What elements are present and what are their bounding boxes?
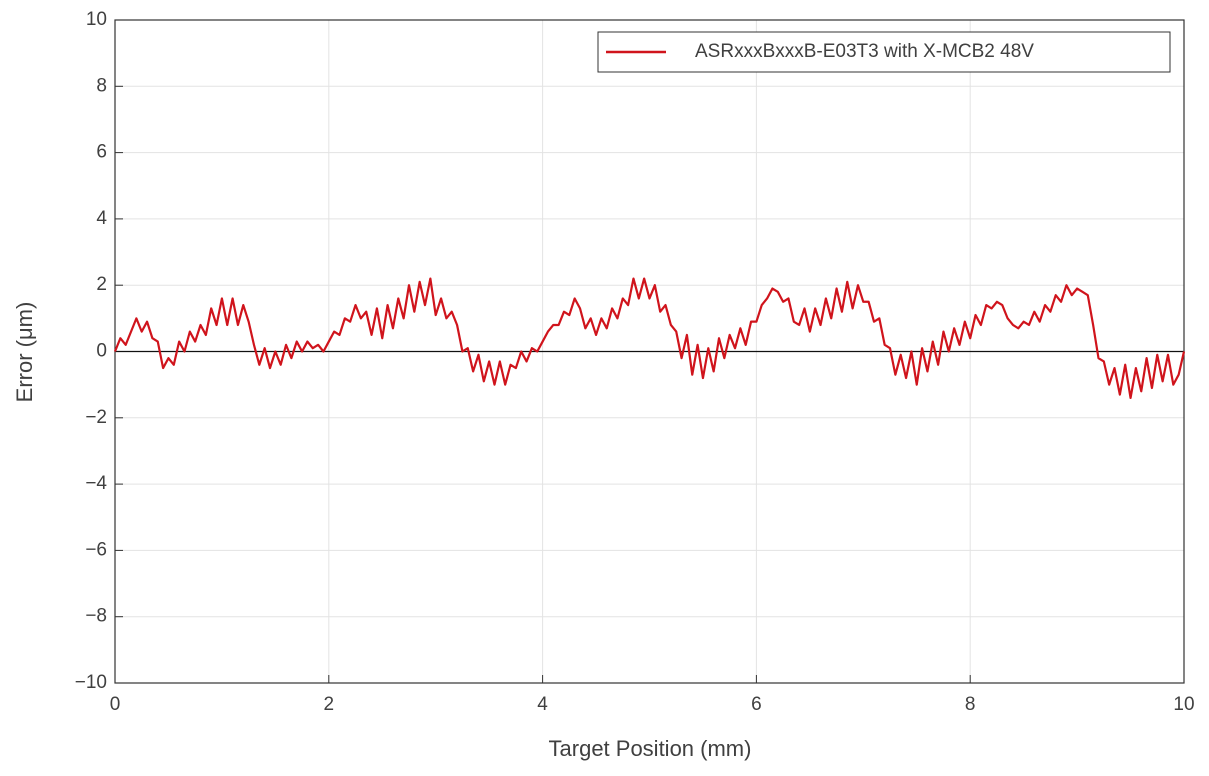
- x-tick-label: 4: [537, 694, 548, 715]
- y-tick-label: −8: [85, 606, 107, 627]
- x-tick-label: 2: [324, 694, 335, 715]
- y-tick-label: 10: [86, 9, 107, 30]
- legend-label: ASRxxxBxxxB-E03T3 with X-MCB2 48V: [695, 41, 1034, 62]
- y-tick-label: −4: [85, 473, 107, 494]
- y-tick-label: −2: [85, 407, 107, 428]
- x-tick-label: 6: [751, 694, 762, 715]
- y-tick-label: 6: [96, 142, 107, 163]
- y-tick-label: 0: [96, 341, 107, 362]
- y-tick-label: 8: [96, 75, 107, 96]
- y-tick-label: 2: [96, 274, 107, 295]
- x-axis-label: Target Position (mm): [549, 736, 752, 761]
- x-tick-label: 0: [110, 694, 121, 715]
- y-axis-label: Error (μm): [12, 302, 37, 403]
- y-tick-label: −10: [75, 672, 107, 693]
- x-tick-label: 10: [1173, 694, 1194, 715]
- x-tick-label: 8: [965, 694, 976, 715]
- series-line: [113, 277, 1186, 400]
- y-tick-label: 4: [96, 208, 107, 229]
- legend-box: [597, 31, 1171, 73]
- y-tick-label: −6: [85, 539, 107, 560]
